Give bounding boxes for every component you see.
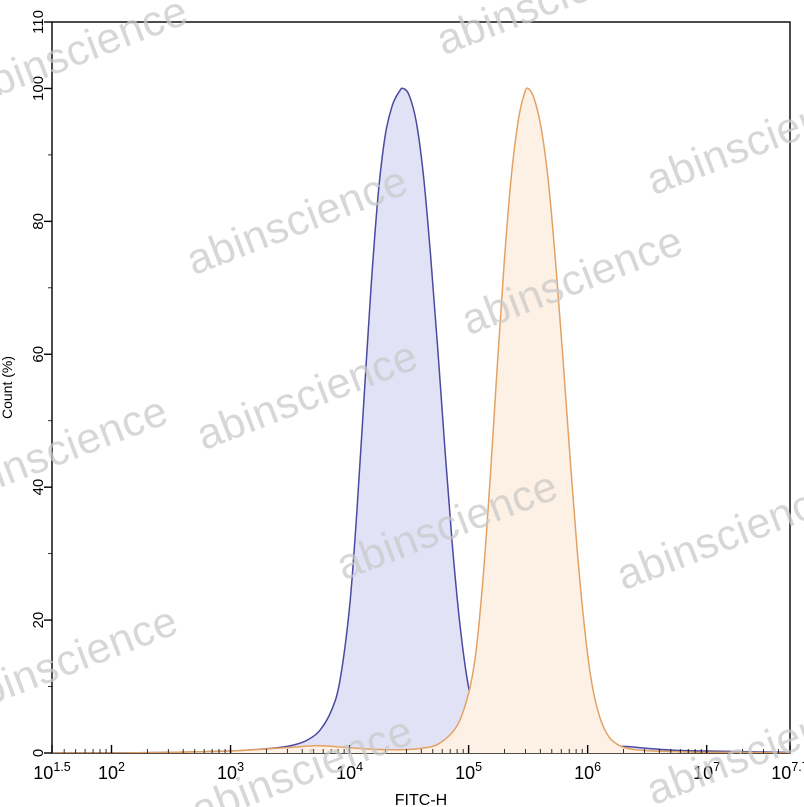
y-tick-label: 60 xyxy=(30,346,47,363)
series-stained-orange xyxy=(52,87,790,753)
y-tick-label: 110 xyxy=(30,10,47,34)
y-tick-label: 40 xyxy=(30,479,47,496)
y-tick-label: 80 xyxy=(30,213,47,230)
series-fill-control-blue xyxy=(52,88,790,753)
y-axis: 0 20 40 60 80 100 110 xyxy=(30,10,52,757)
x-axis-label: FITC-H xyxy=(395,792,447,807)
series-line-stained-orange xyxy=(52,87,790,753)
series-group xyxy=(52,87,790,753)
y-axis-label: Count (%) xyxy=(0,356,15,419)
y-tick-label: 20 xyxy=(30,612,47,629)
y-tick-label: 0 xyxy=(30,749,47,757)
y-tick-label: 100 xyxy=(30,76,47,101)
